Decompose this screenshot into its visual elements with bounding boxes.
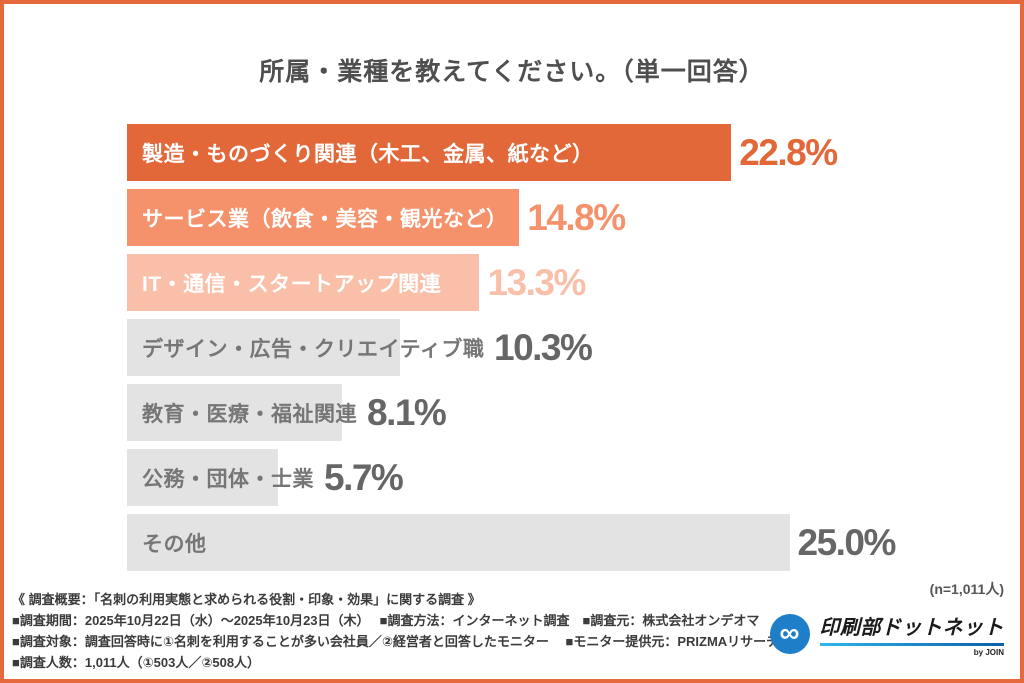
bar-label: 公務・団体・士業	[142, 467, 314, 491]
bar-row: 公務・団体・士業 5.7%	[127, 449, 1010, 506]
footer-survey-target: ■調査対象：調査回答時に①名刺を利用することが多い会社員／②経営者と回答したモニ…	[12, 634, 780, 649]
bar-label: サービス業（飲食・美容・観光など）	[142, 207, 508, 231]
bar	[127, 319, 400, 376]
logo-text-block: 印刷部ドットネット by JOIN	[819, 611, 1004, 657]
bar-row: その他 25.0%	[127, 514, 1010, 571]
bar-label: その他	[142, 532, 207, 556]
bar-rows: 製造・ものづくり関連（木工、金属、紙など） 22.8% サービス業（飲食・美容・…	[127, 124, 1010, 571]
bar-row: IT・通信・スタートアップ関連 13.3%	[127, 254, 1010, 311]
brand-logo: ∞ 印刷部ドットネット by JOIN	[769, 611, 1004, 657]
bar	[127, 124, 732, 181]
bar-label: 製造・ものづくり関連（木工、金属、紙など）	[142, 142, 594, 166]
bar-value: 22.8%	[739, 131, 838, 173]
bar-value: 25.0%	[797, 521, 897, 563]
sample-size-note: (n=1,011人)	[929, 581, 1004, 597]
bar-label: IT・通信・スタートアップ関連	[142, 272, 442, 296]
bar-row: デザイン・広告・クリエイティブ職 10.3%	[127, 319, 1010, 376]
footer-survey-count: ■調査人数：1,011人（①503人／②508人）	[12, 655, 261, 670]
bar-value: 5.7%	[324, 456, 404, 498]
survey-footer: 《 調査概要：「名刺の利用実態と求められる役割・印象・効果」に関する調査 》 ■…	[12, 589, 782, 673]
bar-value: 13.3%	[487, 261, 586, 303]
bar	[127, 189, 520, 246]
bar-row: サービス業（飲食・美容・観光など） 14.8%	[127, 189, 1010, 246]
bar	[127, 384, 342, 441]
infinity-icon: ∞	[769, 614, 810, 654]
bar-label: デザイン・広告・クリエイティブ職	[142, 337, 485, 361]
bar	[127, 449, 279, 506]
chart-title: 所属・業種を教えてください。（単一回答）	[259, 58, 765, 86]
logo-byline: by JOIN	[973, 648, 1004, 657]
bar	[127, 254, 480, 311]
bar-row: 教育・医療・福祉関連 8.1%	[127, 384, 1010, 441]
footer-survey-period: ■調査期間：2025年10月22日（水）～2025年10月23日（木） ■調査方…	[12, 613, 760, 628]
bar	[127, 514, 790, 571]
bar-label: 教育・医療・福祉関連	[142, 402, 357, 426]
logo-text: 印刷部ドットネット	[819, 617, 1004, 639]
bar-value: 10.3%	[494, 326, 593, 368]
bar-value: 14.8%	[527, 196, 626, 238]
bar-row: 製造・ものづくり関連（木工、金属、紙など） 22.8%	[127, 124, 1010, 181]
footer-survey-overview: 《 調査概要：「名刺の利用実態と求められる役割・印象・効果」に関する調査 》	[12, 592, 481, 607]
logo-underline	[819, 643, 1004, 646]
bar-value: 8.1%	[367, 391, 447, 433]
